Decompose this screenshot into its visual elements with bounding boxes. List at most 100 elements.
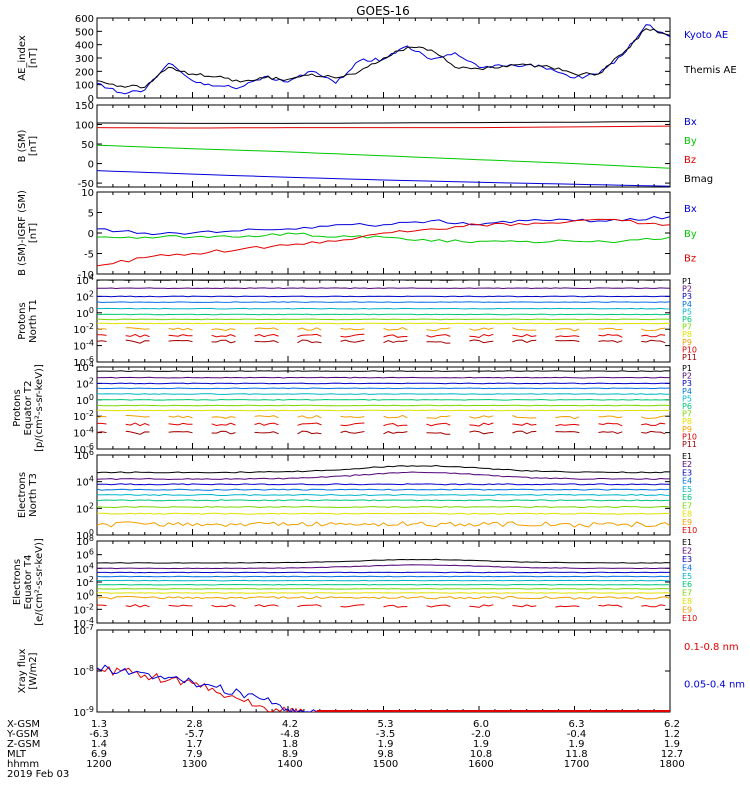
channel-line-p5 xyxy=(97,393,670,395)
y-tick-label: -10 xyxy=(78,270,94,281)
footer-value: 1500 xyxy=(373,759,398,770)
channel-line-p10 xyxy=(97,333,666,339)
footer-value: 6.0 xyxy=(473,719,489,730)
y-tick-label: 300 xyxy=(75,54,94,65)
channel-line-p3 xyxy=(97,382,670,385)
legend-entry: P5 xyxy=(682,394,692,403)
y-tick-label: 600 xyxy=(75,14,94,25)
legend-entry: P9 xyxy=(682,425,692,434)
legend-entry: P10 xyxy=(682,432,697,441)
footer-value: 9.8 xyxy=(378,749,394,760)
footer-value: -4.8 xyxy=(280,729,300,740)
y-axis-label-line: Protons xyxy=(17,302,28,339)
y-tick-label: 0 xyxy=(88,94,94,105)
legend-entry: P5 xyxy=(682,307,692,316)
footer-value: 1.2 xyxy=(664,729,680,740)
channel-line-e1 xyxy=(97,464,670,474)
channel-line-e6 xyxy=(97,499,670,502)
y-axis-label: ElectronsEquator T4[e/(cm²-s-sr-keV)] xyxy=(12,538,45,626)
footer-value: -0.4 xyxy=(567,729,587,740)
panel-digrf: -10 -5 0 5 10 B (SM)-IGRF (SM)[nT] Bx By Bz xyxy=(17,188,697,281)
channel-line-e8 xyxy=(97,592,670,594)
channel-line-p8 xyxy=(97,409,670,412)
channel-line-e2 xyxy=(97,471,670,481)
footer-value: 6.9 xyxy=(91,749,107,760)
footer-value: 5.3 xyxy=(378,719,394,730)
panel-frame xyxy=(96,279,671,363)
legend-entry: Bz xyxy=(684,155,696,166)
legend-entry: Bz xyxy=(684,254,696,265)
channel-line-e5 xyxy=(97,579,670,582)
channel-line-p5 xyxy=(97,307,670,310)
legend-entry: E8 xyxy=(682,597,692,606)
legend-entry: E5 xyxy=(682,572,692,581)
legend-entry: P4 xyxy=(682,387,692,396)
channel-line-e7 xyxy=(97,505,670,509)
y-tick-label: 10-2 xyxy=(73,322,94,336)
legend-entry: By xyxy=(684,136,697,147)
channel-line-p3 xyxy=(97,295,670,298)
y-tick-label: 10-8 xyxy=(73,664,94,678)
footer-value: 1.8 xyxy=(282,739,298,750)
legend-entry: E9 xyxy=(682,606,692,615)
y-axis-label-line: [nT] xyxy=(28,223,39,243)
legend-entry: E4 xyxy=(682,563,692,572)
legend-entry: E1 xyxy=(682,538,692,547)
legend-entry: P7 xyxy=(682,323,692,332)
y-axis-label-line: B (SM) xyxy=(17,129,28,162)
y-tick-label: 10-4 xyxy=(73,616,94,630)
y-axis-label: ElectronsNorth T3 xyxy=(17,472,39,518)
channel-line-p7 xyxy=(97,318,670,321)
footer-value: -6.3 xyxy=(89,729,109,740)
legend-entry: E10 xyxy=(682,614,697,623)
series-line-0-05-0-4-nm xyxy=(97,664,317,712)
footer-value: 1.9 xyxy=(569,739,585,750)
legend-entry: E1 xyxy=(682,452,692,461)
footer-value: 1.7 xyxy=(187,739,203,750)
footer-value: -2.0 xyxy=(471,729,491,740)
channel-line-p2 xyxy=(97,376,670,379)
legend-entry: P9 xyxy=(682,338,692,347)
y-axis-label-line: Electrons xyxy=(12,559,23,605)
y-axis-label-line: Xray flux xyxy=(17,649,28,694)
y-axis-label-line: Electrons xyxy=(17,472,28,518)
legend-entry: Bx xyxy=(684,117,697,128)
footer-value: 8.9 xyxy=(282,749,298,760)
y-tick-label: 500 xyxy=(75,27,94,38)
y-tick-label: 10-7 xyxy=(73,623,94,637)
footer-value: 1.4 xyxy=(91,739,107,750)
legend-entry: E9 xyxy=(682,518,692,527)
legend-entry: P3 xyxy=(682,292,692,301)
channel-line-e3 xyxy=(97,483,670,486)
footer-value: 2.8 xyxy=(187,719,203,730)
y-tick-label: 10-2 xyxy=(73,602,94,616)
y-tick-label: 100 xyxy=(75,121,94,132)
footer-value: 11.8 xyxy=(565,749,587,760)
channel-line-e8 xyxy=(97,512,670,515)
y-tick-label: 150 xyxy=(75,101,94,112)
legend-entry: P11 xyxy=(682,353,697,362)
footer-value: -3.5 xyxy=(376,729,396,740)
legend-entry: Kyoto AE xyxy=(684,30,728,41)
channel-line-e10 xyxy=(97,604,666,608)
channel-line-e7 xyxy=(97,588,670,590)
channel-line-p10 xyxy=(97,422,666,427)
channel-line-p11 xyxy=(97,430,666,435)
legend-entry: P1 xyxy=(682,364,692,373)
footer-value: -5.7 xyxy=(185,729,205,740)
footer-value: 1600 xyxy=(468,759,493,770)
footer-value: 12.7 xyxy=(661,749,683,760)
legend-entry: E3 xyxy=(682,555,692,564)
y-tick-label: 104 xyxy=(76,273,94,287)
y-tick-label: 102 xyxy=(76,575,94,589)
legend-entry: P6 xyxy=(682,315,692,324)
y-axis-label: B (SM)[nT] xyxy=(17,129,39,162)
y-tick-label: 104 xyxy=(76,561,94,575)
legend-entry: P2 xyxy=(682,372,692,381)
footer-value: 1.9 xyxy=(664,739,680,750)
y-axis-label: B (SM)-IGRF (SM)[nT] xyxy=(17,190,39,276)
legend-entry: E3 xyxy=(682,468,692,477)
footer-value: 10.8 xyxy=(470,749,492,760)
